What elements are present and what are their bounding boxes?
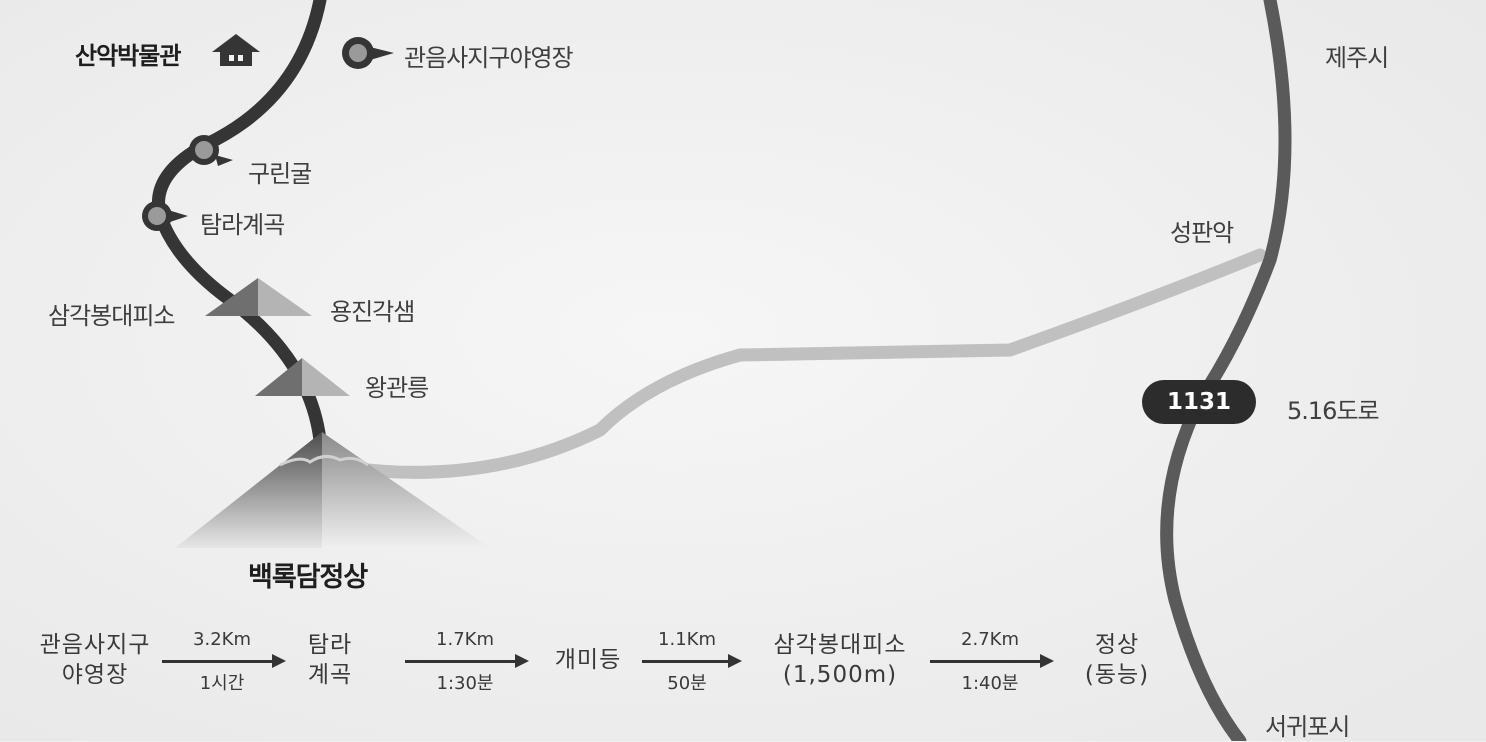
wanggwan-peak: [255, 358, 350, 396]
samgakbong-peak: [205, 278, 312, 316]
wanggwan-label: 왕관릉: [365, 374, 429, 402]
road-name-label: 5.16도로: [1287, 397, 1380, 425]
route-step-tamra-valley: 탐라 계곡: [307, 632, 353, 688]
tamra-valley-label: 탐라계곡: [200, 211, 285, 239]
jeju-city-label: 제주시: [1325, 44, 1389, 72]
route-segment-1: 3.2Km 1시간: [162, 628, 282, 696]
gurin-cave-label: 구린굴: [248, 160, 312, 188]
hallasan-summit-mountain: [175, 432, 490, 548]
route-segment-2: 1.7Km 1:30분: [405, 628, 525, 696]
route-step-summit: 정상 (동능): [1084, 632, 1150, 688]
route-segment-3: 1.1Km 50분: [642, 628, 732, 696]
route-step-campsite: 관음사지구 야영장: [39, 632, 151, 688]
segment-time: 1:30분: [436, 673, 494, 694]
yongjin-saem-label: 용진각샘: [330, 298, 415, 326]
location-pin-icon: [342, 37, 394, 69]
route-arrow-4: [930, 654, 1054, 668]
museum-label: 산악박물관: [75, 42, 181, 70]
route-arrow-2: [405, 654, 529, 668]
route-step-gaemideung: 개미등: [554, 647, 622, 673]
segment-distance: 3.2Km: [193, 629, 251, 650]
segment-time: 50분: [667, 673, 707, 694]
segment-distance: 2.7Km: [961, 629, 1019, 650]
route-segment-4: 2.7Km 1:40분: [930, 628, 1050, 696]
seongpanak-label: 성판악: [1170, 219, 1234, 247]
seogwipo-label: 서귀포시: [1265, 713, 1350, 741]
route-arrow-1: [162, 654, 286, 668]
campsite-label: 관음사지구야영장: [404, 44, 574, 72]
segment-time: 1시간: [199, 673, 245, 694]
seongpanak-trail: [323, 248, 1267, 479]
road-number-badge: 1131: [1142, 380, 1256, 424]
samgak-shelter-label: 삼각봉대피소: [48, 302, 175, 330]
tamra-valley-marker: [142, 201, 188, 231]
segment-distance: 1.1Km: [658, 629, 716, 650]
segment-time: 1:40분: [961, 673, 1019, 694]
route-arrow-3: [642, 654, 742, 668]
house-icon: [212, 34, 260, 66]
gurin-cave-marker: [189, 135, 233, 166]
route-summary: 관음사지구 야영장 탐라 계곡 개미등 삼각봉대피소 (1,500m) 정상 (…: [0, 600, 1486, 720]
summit-label: 백록담정상: [248, 562, 368, 593]
segment-distance: 1.7Km: [436, 629, 494, 650]
route-step-samgak-shelter: 삼각봉대피소 (1,500m): [773, 632, 907, 688]
